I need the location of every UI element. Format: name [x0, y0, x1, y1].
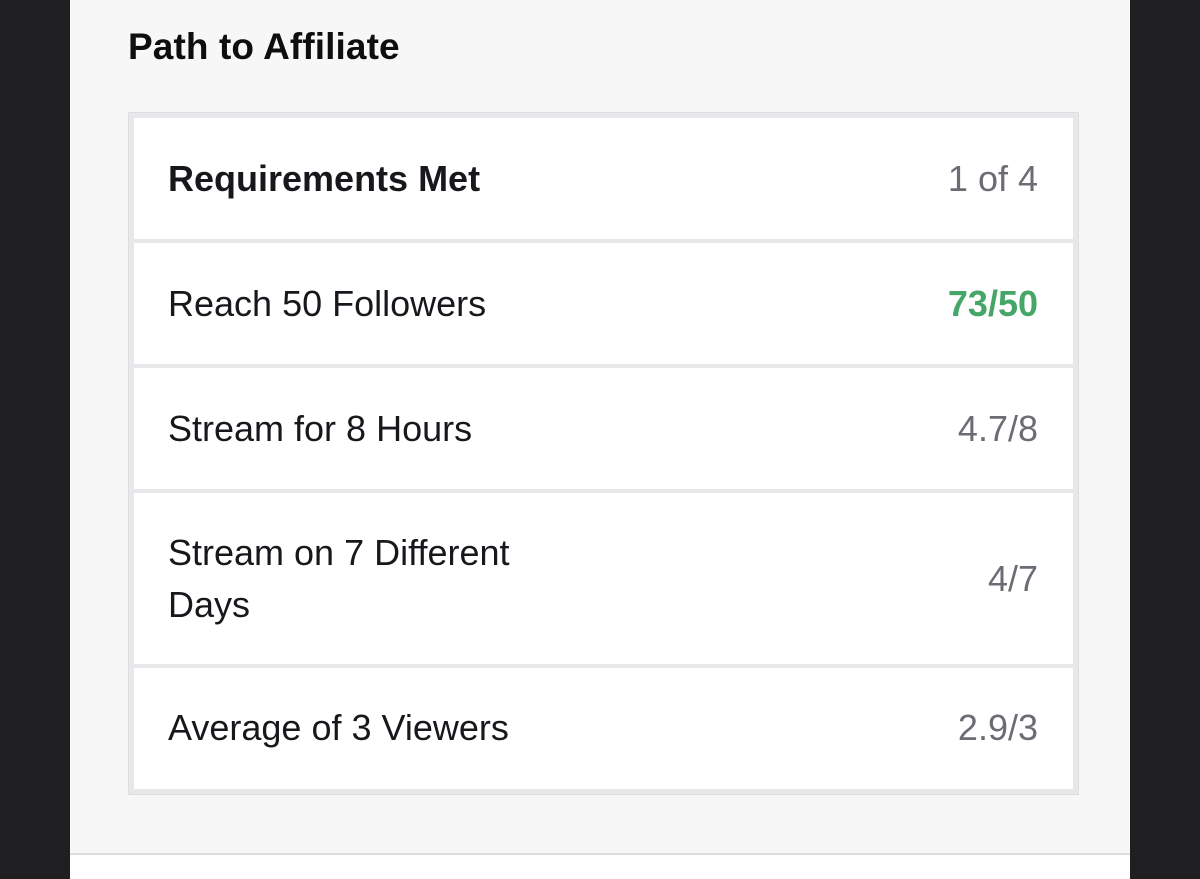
requirement-label: Reach 50 Followers	[168, 282, 487, 324]
page-panel: Path to Affiliate Requirements Met 1 of …	[70, 0, 1130, 879]
requirement-row-hours: Stream for 8 Hours 4.7/8	[134, 368, 1073, 490]
requirement-label: Stream for 8 Hours	[168, 407, 473, 449]
summary-row: Requirements Met 1 of 4	[134, 118, 1073, 240]
requirement-label: Average of 3 Viewers	[168, 707, 509, 749]
next-section-edge	[70, 853, 1130, 879]
summary-label: Requirements Met	[168, 157, 481, 199]
requirement-value: 4/7	[987, 557, 1038, 599]
requirement-label: Stream on 7 Different Days	[168, 531, 510, 625]
requirement-value: 2.9/3	[957, 707, 1038, 749]
requirement-row-viewers: Average of 3 Viewers 2.9/3	[134, 667, 1073, 790]
requirements-card: Requirements Met 1 of 4 Reach 50 Followe…	[128, 112, 1079, 795]
requirement-value: 4.7/8	[957, 407, 1038, 449]
section-title: Path to Affiliate	[128, 26, 400, 67]
summary-value: 1 of 4	[947, 157, 1038, 199]
requirement-value: 73/50	[947, 282, 1038, 324]
requirement-row-followers: Reach 50 Followers 73/50	[134, 243, 1073, 365]
requirement-row-days: Stream on 7 Different Days 4/7	[134, 493, 1073, 664]
